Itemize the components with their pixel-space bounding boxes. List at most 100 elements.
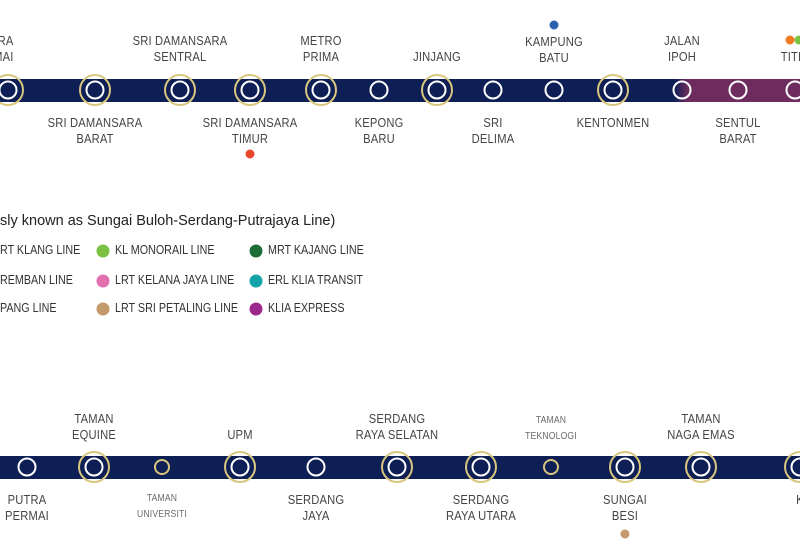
station-label-line: SRI DAMANSARA	[47, 115, 143, 130]
station-label-line: JINJANG	[413, 49, 461, 64]
station-label[interactable]: K	[796, 492, 800, 508]
station-label[interactable]: TAMAN TEKNOLOGI	[525, 413, 577, 445]
station-marker[interactable]	[691, 457, 711, 477]
station-marker[interactable]	[230, 457, 250, 477]
station-label[interactable]: SERDANG RAYA SELATAN	[356, 411, 439, 443]
station-label-line: K	[796, 492, 800, 508]
station-marker[interactable]	[240, 80, 260, 100]
station-label[interactable]: METRO PRIMA	[300, 33, 341, 65]
station-label[interactable]: PUTRA PERMAI	[5, 492, 49, 524]
interchange-ring[interactable]	[78, 451, 110, 483]
station-label-line: PUTRA	[7, 492, 47, 507]
station-label-line: KEPONG	[354, 115, 404, 130]
station-label-line: TEKNOLOGI	[525, 431, 577, 442]
legend-swatch	[249, 244, 263, 258]
station-label-line: BATU	[539, 50, 569, 65]
station-marker[interactable]	[483, 80, 503, 100]
station-label[interactable]: SUNGAI BESI	[603, 492, 647, 524]
station-marker[interactable]	[369, 80, 389, 100]
station-label-line: TAMAN	[146, 493, 178, 504]
legend-swatch	[96, 302, 110, 316]
interchange-ring[interactable]	[597, 74, 629, 106]
station-label-line: TITIWA	[780, 49, 800, 64]
station-label[interactable]: JALAN IPOH	[664, 33, 700, 65]
station-label-line: KENTONMEN	[576, 115, 650, 130]
station-label[interactable]: TAMAN UNIVERSITI	[137, 491, 187, 523]
station-label[interactable]: SRI DAMANSARA BARAT	[48, 115, 143, 147]
interchange-ring[interactable]	[609, 451, 641, 483]
station-label-line: TAMAN	[681, 411, 721, 426]
station-marker[interactable]	[84, 457, 104, 477]
station-marker[interactable]	[427, 80, 447, 100]
interchange-ring[interactable]	[79, 74, 111, 106]
station-marker[interactable]	[170, 80, 190, 100]
future-station-marker[interactable]	[154, 459, 170, 475]
legend-label: ERL KLIA TRANSIT	[268, 273, 364, 287]
station-marker[interactable]	[306, 457, 326, 477]
station-label[interactable]: KENTONMEN	[577, 115, 650, 131]
station-marker[interactable]	[471, 457, 491, 477]
station-label[interactable]: KEPONG BARU	[355, 115, 404, 147]
station-label[interactable]: SRI DAMANSARA TIMUR	[203, 115, 298, 147]
legend-label: LRT KELANA JAYA LINE	[115, 273, 235, 287]
interchange-ring[interactable]	[0, 74, 24, 106]
station-marker[interactable]	[785, 80, 800, 100]
station-label-line: UPM	[227, 427, 253, 442]
station-label-line: SENTRAL	[153, 49, 207, 64]
legend-swatch	[96, 274, 110, 288]
station-label-line: PRIMA	[302, 49, 340, 64]
legend-label: RT KLANG LINE	[0, 243, 81, 257]
station-label[interactable]: TITIWA	[781, 49, 800, 65]
station-label-line: TAMAN	[74, 411, 114, 426]
station-marker[interactable]	[603, 80, 623, 100]
station-label[interactable]: SRI DAMANSARA SENTRAL	[133, 33, 228, 65]
interchange-ring[interactable]	[164, 74, 196, 106]
station-label[interactable]: ANSARAAMAI	[0, 33, 14, 65]
station-label-line: DELIMA	[471, 131, 515, 146]
station-marker[interactable]	[17, 457, 37, 477]
station-label[interactable]: SERDANG RAYA UTARA	[446, 492, 516, 524]
station-label[interactable]: JINJANG	[413, 49, 461, 65]
legend-swatch	[249, 302, 263, 316]
station-label[interactable]: KAMPUNG BATU	[525, 34, 583, 66]
station-marker[interactable]	[728, 80, 748, 100]
station-label[interactable]: TAMAN NAGA EMAS	[667, 411, 734, 443]
station-label-line: JALAN	[664, 33, 700, 48]
station-label-line: EQUINE	[72, 427, 116, 442]
station-label[interactable]: SERDANG JAYA	[288, 492, 345, 524]
interchange-ring[interactable]	[421, 74, 453, 106]
station-label-line: IPOH	[667, 49, 697, 64]
station-label[interactable]: TAMAN EQUINE	[72, 411, 116, 443]
station-label-line: NAGA EMAS	[667, 427, 735, 442]
station-label-line: PERMAI	[5, 508, 49, 523]
interchange-ring[interactable]	[685, 451, 717, 483]
station-label-line: UNIVERSITI	[137, 509, 187, 520]
station-marker[interactable]	[615, 457, 635, 477]
station-marker[interactable]	[85, 80, 105, 100]
station-label-line: TIMUR	[231, 131, 269, 146]
station-label-line: SERDANG	[368, 411, 426, 426]
interchange-dot	[620, 529, 630, 539]
station-label-line: JAYA	[302, 508, 330, 523]
interchange-ring[interactable]	[465, 451, 497, 483]
station-marker[interactable]	[311, 80, 331, 100]
interchange-ring[interactable]	[234, 74, 266, 106]
interchange-ring[interactable]	[305, 74, 337, 106]
legend-label: MRT KAJANG LINE	[268, 243, 364, 257]
station-marker[interactable]	[790, 457, 800, 477]
station-label-line: AMAI	[0, 49, 14, 64]
station-label[interactable]: SRI DELIMA	[472, 115, 515, 147]
station-label-line: SRI	[483, 115, 503, 130]
station-label-line: BARU	[363, 131, 395, 146]
station-label[interactable]: UPM	[227, 427, 252, 443]
station-marker[interactable]	[387, 457, 407, 477]
interchange-ring[interactable]	[224, 451, 256, 483]
station-marker[interactable]	[544, 80, 564, 100]
station-label-line: TAMAN	[535, 415, 567, 426]
station-marker[interactable]	[672, 80, 692, 100]
legend-swatch	[249, 274, 263, 288]
interchange-ring[interactable]	[381, 451, 413, 483]
station-label[interactable]: SENTUL BARAT	[715, 115, 760, 147]
future-station-marker[interactable]	[543, 459, 559, 475]
station-marker[interactable]	[0, 80, 18, 100]
